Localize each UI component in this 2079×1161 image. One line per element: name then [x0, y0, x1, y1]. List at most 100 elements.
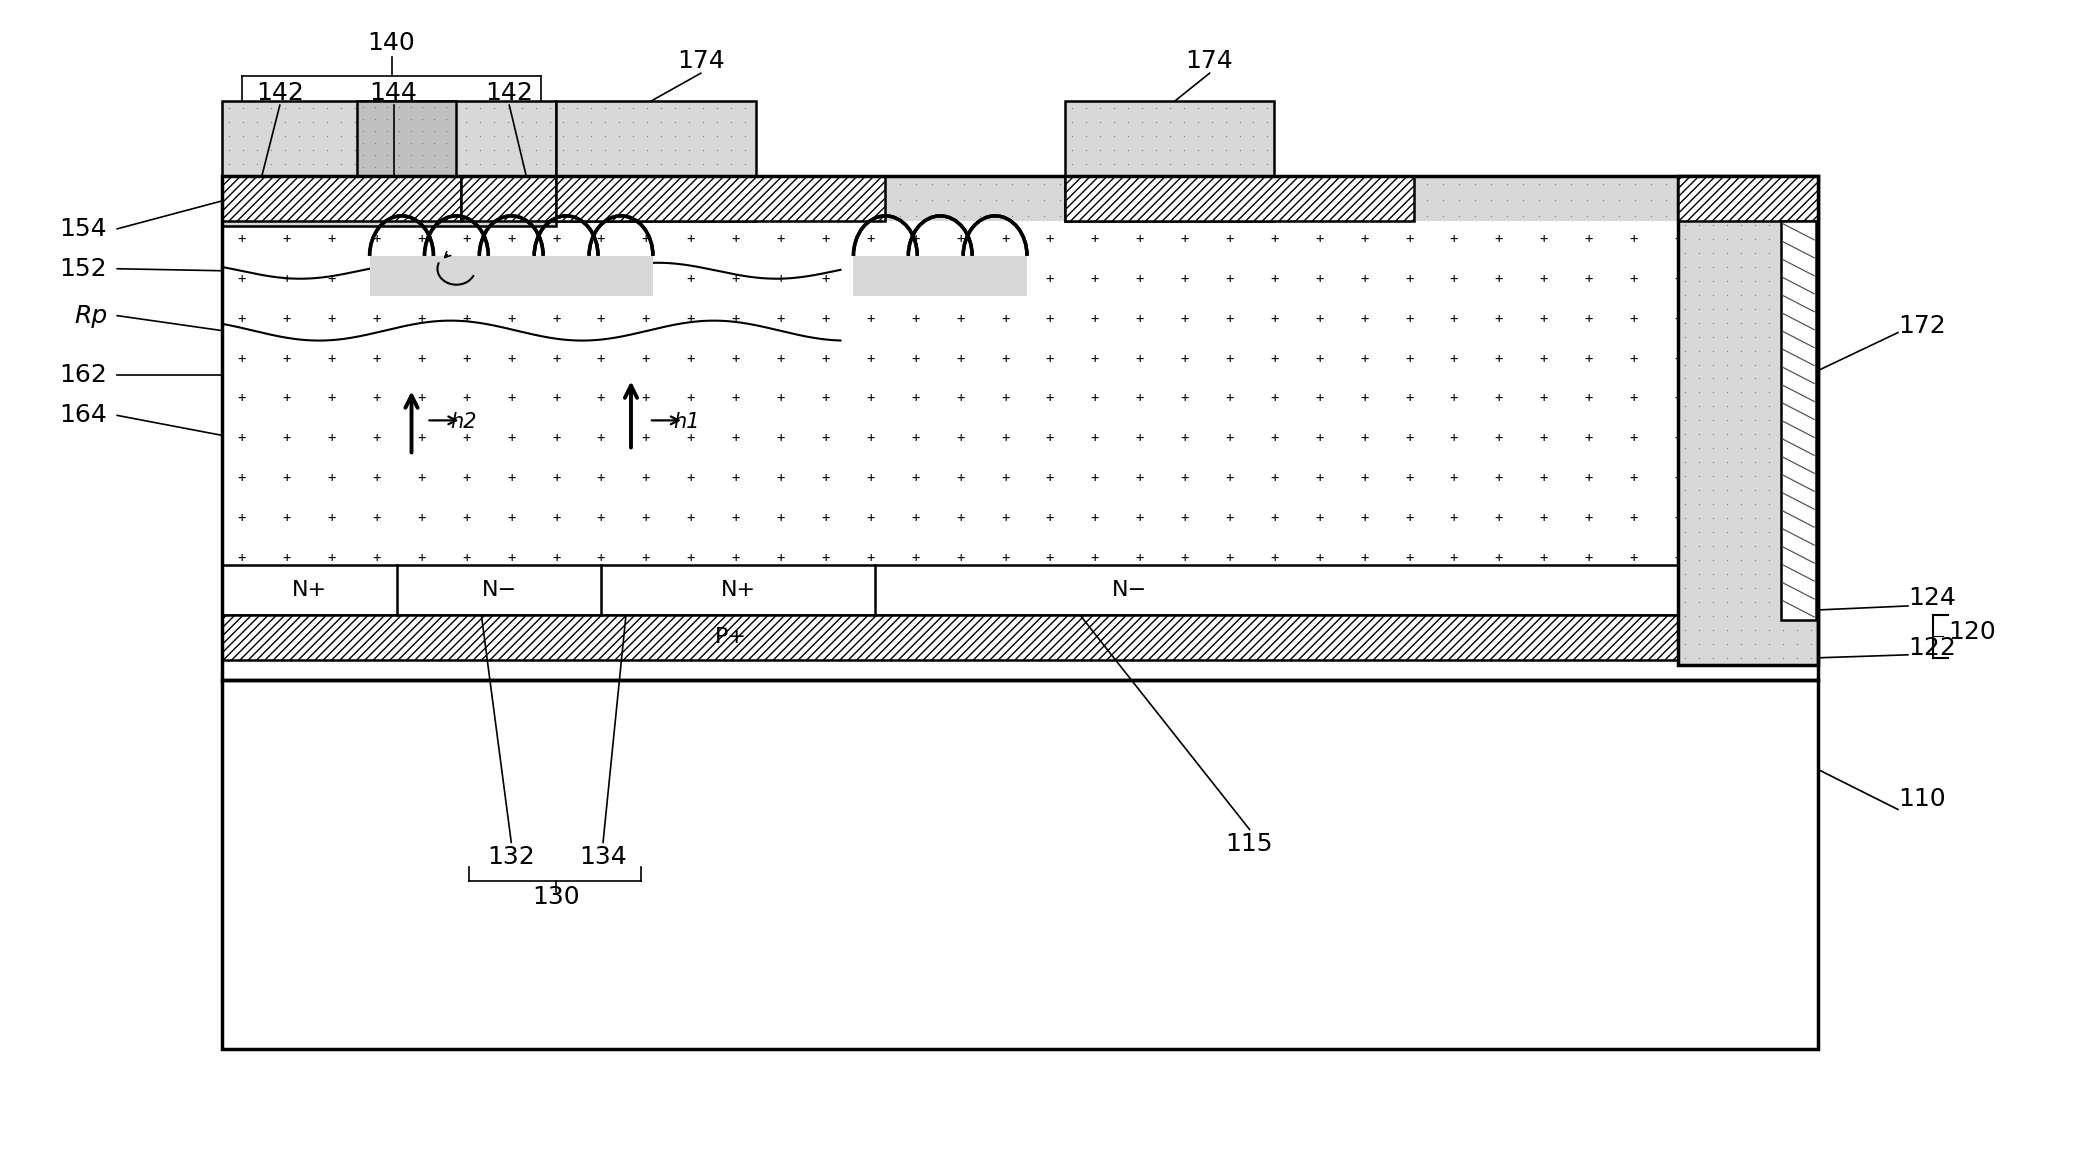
Text: +: +	[283, 311, 291, 325]
Text: +: +	[821, 272, 830, 286]
Text: +: +	[1000, 311, 1008, 325]
Text: +: +	[1495, 272, 1503, 286]
Bar	[222, 565, 1819, 615]
Text: +: +	[642, 391, 651, 405]
Text: +: +	[775, 232, 784, 246]
Text: +: +	[1181, 391, 1189, 405]
Text: +: +	[1225, 272, 1233, 286]
Text: +: +	[462, 471, 470, 485]
Text: +: +	[1541, 391, 1549, 405]
Text: +: +	[911, 232, 919, 246]
Text: +: +	[1225, 511, 1233, 525]
Text: +: +	[732, 311, 740, 325]
Text: +: +	[551, 352, 561, 366]
Text: +: +	[1541, 311, 1549, 325]
Text: +: +	[1360, 311, 1368, 325]
Text: +: +	[775, 272, 784, 286]
Text: +: +	[1405, 511, 1414, 525]
Bar	[1678, 176, 1819, 221]
Text: +: +	[1046, 311, 1054, 325]
Text: +: +	[1135, 311, 1143, 325]
Text: +: +	[821, 352, 830, 366]
Text: +: +	[1630, 272, 1638, 286]
Text: +: +	[551, 232, 561, 246]
Text: +: +	[1541, 551, 1549, 565]
Text: +: +	[867, 272, 875, 286]
Text: +: +	[1360, 551, 1368, 565]
Text: +: +	[1674, 432, 1682, 446]
Text: +: +	[1181, 551, 1189, 565]
Text: +: +	[597, 551, 605, 565]
Text: +: +	[686, 471, 694, 485]
Text: +: +	[1091, 391, 1100, 405]
Text: +: +	[686, 511, 694, 525]
Text: +: +	[1360, 232, 1368, 246]
Text: +: +	[1541, 471, 1549, 485]
Text: +: +	[1584, 432, 1593, 446]
Text: +: +	[597, 432, 605, 446]
Text: +: +	[821, 551, 830, 565]
Text: +: +	[732, 232, 740, 246]
Text: +: +	[1046, 391, 1054, 405]
Text: +: +	[1225, 432, 1233, 446]
Text: +: +	[283, 391, 291, 405]
Text: +: +	[237, 391, 245, 405]
Text: +: +	[1541, 352, 1549, 366]
Text: +: +	[372, 352, 380, 366]
Text: +: +	[956, 272, 965, 286]
Text: +: +	[1360, 352, 1368, 366]
Text: +: +	[1630, 232, 1638, 246]
Text: +: +	[1584, 471, 1593, 485]
Text: +: +	[867, 311, 875, 325]
Text: +: +	[551, 272, 561, 286]
Text: +: +	[1135, 432, 1143, 446]
Text: +: +	[372, 311, 380, 325]
Text: +: +	[1584, 511, 1593, 525]
Text: +: +	[1674, 551, 1682, 565]
Text: +: +	[1405, 232, 1414, 246]
Bar	[222, 176, 1819, 679]
Text: +: +	[732, 511, 740, 525]
Text: +: +	[956, 551, 965, 565]
Text: +: +	[1719, 432, 1728, 446]
Text: +: +	[1584, 352, 1593, 366]
Text: +: +	[1584, 272, 1593, 286]
Text: 152: 152	[60, 257, 108, 281]
Text: +: +	[775, 311, 784, 325]
Text: +: +	[1091, 511, 1100, 525]
Text: +: +	[1270, 511, 1279, 525]
Text: +: +	[418, 511, 426, 525]
Text: +: +	[1449, 232, 1457, 246]
Text: +: +	[597, 311, 605, 325]
Bar	[222, 176, 462, 221]
Text: +: +	[1449, 511, 1457, 525]
Text: +: +	[237, 511, 245, 525]
Text: +: +	[686, 272, 694, 286]
Text: +: +	[1630, 511, 1638, 525]
Text: +: +	[1765, 432, 1773, 446]
Text: +: +	[462, 391, 470, 405]
Text: +: +	[956, 432, 965, 446]
Text: +: +	[1674, 471, 1682, 485]
Text: +: +	[1316, 471, 1324, 485]
Text: +: +	[1719, 272, 1728, 286]
Text: +: +	[911, 272, 919, 286]
Text: +: +	[283, 272, 291, 286]
Text: +: +	[1495, 471, 1503, 485]
Text: +: +	[1046, 471, 1054, 485]
Bar	[557, 176, 886, 221]
Text: +: +	[1360, 391, 1368, 405]
Text: +: +	[551, 511, 561, 525]
Text: +: +	[1181, 432, 1189, 446]
Bar	[222, 615, 1819, 659]
Text: +: +	[1046, 511, 1054, 525]
Text: +: +	[283, 432, 291, 446]
Text: 115: 115	[1227, 832, 1272, 857]
Text: h1: h1	[674, 412, 701, 432]
Text: +: +	[1449, 272, 1457, 286]
Text: +: +	[328, 551, 337, 565]
Text: +: +	[1181, 272, 1189, 286]
Text: +: +	[1091, 471, 1100, 485]
Text: +: +	[1449, 311, 1457, 325]
Text: +: +	[1135, 232, 1143, 246]
